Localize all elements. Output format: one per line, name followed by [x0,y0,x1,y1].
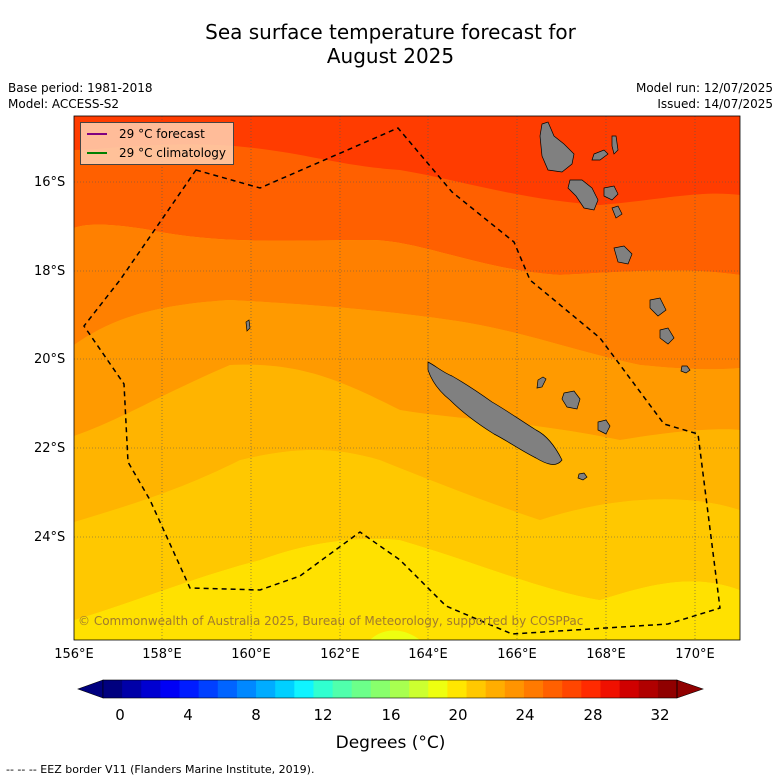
colorbar-segment [141,680,161,698]
colorbar-tick-label: 16 [381,706,401,724]
colorbar-min-arrow [77,679,104,699]
colorbar-segment [485,680,506,698]
chart-title-line2: August 2025 [326,44,455,68]
legend-item-forecast: 29 °C forecast [87,126,205,142]
vanuatu-pentecost [611,135,619,155]
colorbar-tick-label: 24 [515,706,535,724]
sst-band-25 [74,538,740,640]
eez-footnote: -- -- -- EEZ border V11 (Flanders Marine… [6,763,315,776]
colorbar-segment [275,680,295,698]
legend-item-climatology: 29 °C climatology [87,145,226,161]
isle-of-pines [577,472,588,481]
lon-label: 160°E [231,647,271,662]
new-caledonia-island [427,361,563,465]
colorbar-segment [657,680,678,698]
colorbar-segment [504,680,525,698]
lat-label: 16°S [34,175,66,190]
vanuatu-malekula [567,179,599,211]
vanuatu-tanna [659,327,675,345]
colorbar-segment [562,680,582,698]
map-frame [73,115,741,641]
chart-title-line1: Sea surface temperature forecast for [205,20,576,44]
base-period-text: Base period: 1981-2018 [8,81,153,95]
colorbar-segment [370,680,391,698]
colorbar-segment [447,680,468,698]
colorbar-max-arrow [676,679,704,699]
loyalty-isle-lifou [561,390,581,410]
colorbar-tick-label: 12 [313,706,333,724]
land-masses [245,121,691,481]
vanuatu-aneityum [680,365,691,374]
colorbar-tick-label: 8 [251,706,261,724]
lon-label: 162°E [320,647,360,662]
lat-label: 20°S [34,352,66,367]
loyalty-isle-mare [597,419,611,435]
eez-border [83,127,721,635]
sst-band-24 [370,630,420,640]
issued-text: Issued: 14/07/2025 [657,97,773,111]
model-run-text: Model run: 12/07/2025 [635,81,773,95]
lon-label: 168°E [586,647,626,662]
map-legend: 29 °C forecast 29 °C climatology [80,122,234,165]
vanuatu-ambae [591,149,609,161]
colorbar-label: Degrees (°C) [335,733,446,753]
colorbar-segment [428,680,448,698]
legend-label: 29 °C climatology [119,146,227,160]
colorbar-segment [217,680,238,698]
colorbar-frame [102,679,678,699]
colorbar-segment [543,680,563,698]
lat-label: 24°S [34,530,66,545]
colorbar-segment [332,680,353,698]
colorbar-segment [638,680,659,698]
colorbar-segment [294,680,314,698]
loyalty-isle-ouvea [536,376,547,389]
vanuatu-shepherd [611,205,623,219]
copyright-text: © Commonwealth of Australia 2025, Bureau… [78,614,584,628]
colorbar-segment [390,680,410,698]
colorbar-segment [466,680,487,698]
colorbar-tick-label: 20 [448,706,468,724]
sst-band-29b [74,224,740,370]
colorbar-segment [160,680,181,698]
graticule [74,116,740,640]
model-text: Model: ACCESS-S2 [8,97,120,111]
colorbar-segment [523,680,544,698]
vanuatu-erromango [649,297,667,317]
lon-label: 156°E [54,647,94,662]
colorbar-segment [581,680,601,698]
colorbar-segment [351,680,372,698]
legend-label: 29 °C forecast [119,127,205,141]
colorbar-segment [179,680,200,698]
sst-band-27 [74,364,740,522]
lat-label: 18°S [34,264,66,279]
colorbar-segment [313,680,334,698]
vanuatu-efate [613,245,633,265]
colorbar-segment [256,680,276,698]
colorbar-segment [619,680,640,698]
lat-label: 22°S [34,441,66,456]
chesterfield-islet [245,319,251,332]
legend-swatch [87,152,107,154]
vanuatu-epi [603,185,619,201]
colorbar-segment [122,680,142,698]
colorbar-tick-label: 32 [650,706,670,724]
lon-label: 170°E [675,647,715,662]
colorbar-segment [198,680,219,698]
colorbar-tick-label: 28 [583,706,603,724]
legend-swatch [87,133,107,135]
lon-label: 166°E [497,647,537,662]
vanuatu-espiritu-santo [539,121,575,173]
colorbar-segment [103,680,123,698]
colorbar-segment [236,680,257,698]
sst-band-26 [74,449,740,620]
lon-label: 158°E [142,647,182,662]
colorbar [77,679,704,699]
colorbar-segment [600,680,621,698]
lon-label: 164°E [408,647,448,662]
colorbar-tick-label: 0 [115,706,125,724]
colorbar-tick-label: 4 [183,706,193,724]
colorbar-segment [409,680,429,698]
